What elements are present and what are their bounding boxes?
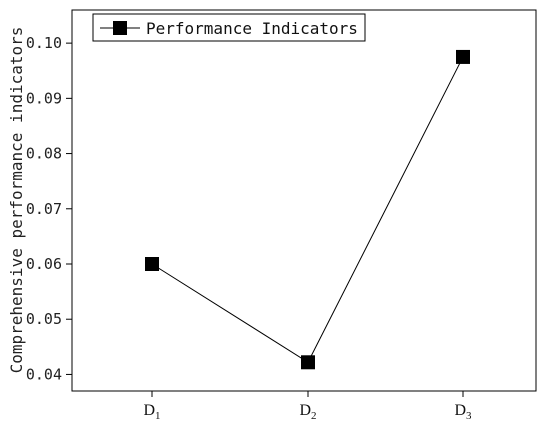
x-tick-label-subscript: 3	[466, 410, 472, 422]
x-tick-label-base: D	[143, 402, 155, 419]
y-tick-label: 0.10	[26, 34, 62, 52]
x-tick-label: D1	[143, 402, 160, 422]
series-line	[151, 56, 464, 364]
legend-label: Performance Indicators	[146, 19, 358, 38]
plot-frame	[71, 9, 537, 392]
y-axis: 0.04 0.05 0.06 0.07 0.08 0.09 0.10	[26, 34, 72, 383]
x-tick-label-base: D	[299, 402, 311, 419]
x-axis: D1 D2 D3	[143, 391, 472, 422]
x-tick-label-subscript: 1	[155, 410, 161, 422]
data-point-marker	[301, 355, 315, 370]
x-tick-label-subscript: 2	[311, 410, 317, 422]
data-point-marker	[456, 49, 470, 64]
y-tick-label: 0.05	[26, 310, 62, 328]
y-tick-label: 0.07	[26, 200, 62, 218]
y-tick-label: 0.06	[26, 255, 62, 273]
y-axis-label: Comprehensive performance indicators	[7, 27, 26, 374]
x-tick-label-base: D	[454, 402, 466, 419]
y-tick-label: 0.09	[26, 89, 62, 107]
x-tick-label: D2	[299, 402, 316, 422]
series-performance-indicators	[145, 49, 470, 370]
legend-box	[92, 13, 366, 42]
y-tick-label: 0.08	[26, 145, 62, 163]
x-tick-label: D3	[454, 402, 472, 422]
legend: Performance Indicators	[92, 13, 366, 42]
data-point-marker	[145, 257, 159, 271]
y-tick-label: 0.04	[26, 365, 62, 383]
legend-marker-square	[113, 21, 127, 35]
